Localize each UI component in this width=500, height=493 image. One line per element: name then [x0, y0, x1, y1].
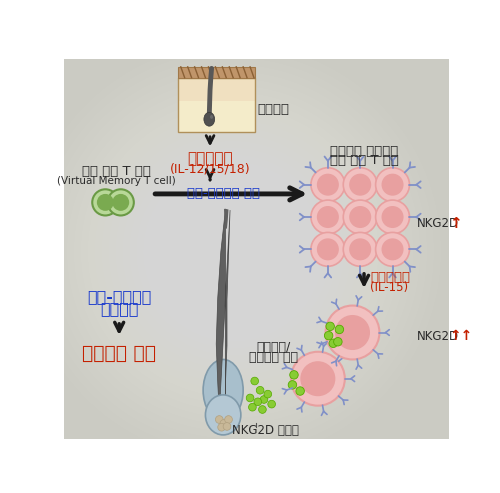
Circle shape: [326, 306, 380, 359]
Polygon shape: [224, 210, 228, 229]
Circle shape: [92, 189, 118, 215]
Text: 가상 기억 T 세포: 가상 기억 T 세포: [82, 165, 150, 178]
Text: 원형탈모 유발: 원형탈모 유발: [82, 344, 156, 363]
Text: ↑: ↑: [450, 215, 462, 231]
Circle shape: [311, 232, 345, 266]
Circle shape: [220, 420, 228, 427]
Circle shape: [376, 232, 410, 266]
Circle shape: [335, 315, 370, 350]
Bar: [178, 101, 254, 132]
Circle shape: [311, 168, 345, 202]
Circle shape: [317, 174, 339, 196]
Text: NKG2D: NKG2D: [417, 216, 460, 230]
Circle shape: [344, 200, 377, 234]
Circle shape: [290, 371, 298, 379]
Text: 세포독성: 세포독성: [100, 301, 138, 316]
Circle shape: [376, 168, 410, 202]
Circle shape: [344, 232, 377, 266]
Text: NKG2D: NKG2D: [417, 330, 460, 343]
Circle shape: [223, 423, 231, 430]
Text: 가상 기억 T 세포: 가상 기억 T 세포: [330, 154, 398, 167]
Circle shape: [296, 387, 304, 395]
Text: 염증물질 분비: 염증물질 분비: [248, 352, 298, 364]
Circle shape: [218, 423, 226, 431]
Text: NKG2D 리간드: NKG2D 리간드: [232, 424, 299, 437]
Text: ↑↑: ↑↑: [450, 329, 473, 343]
Circle shape: [335, 325, 344, 334]
Text: 세포독성/: 세포독성/: [256, 342, 290, 354]
Circle shape: [258, 406, 266, 413]
Circle shape: [317, 206, 339, 228]
Bar: [178, 67, 254, 77]
Circle shape: [264, 390, 272, 398]
Circle shape: [251, 377, 258, 385]
Circle shape: [216, 416, 223, 423]
Text: (IL-12/15/18): (IL-12/15/18): [170, 163, 250, 176]
Text: 사이토카인: 사이토카인: [370, 271, 410, 283]
Circle shape: [334, 338, 342, 346]
Text: 사이토카인: 사이토카인: [187, 151, 233, 166]
Polygon shape: [216, 210, 230, 415]
Circle shape: [382, 238, 404, 260]
Ellipse shape: [210, 115, 213, 119]
Circle shape: [382, 206, 404, 228]
Circle shape: [97, 194, 114, 211]
Text: 모낭세포: 모낭세포: [258, 103, 290, 116]
Ellipse shape: [204, 112, 214, 126]
Circle shape: [108, 189, 134, 215]
Text: 항원-비특이적 자극: 항원-비특이적 자극: [188, 187, 260, 201]
Circle shape: [376, 200, 410, 234]
Text: 활성화된 세포독성: 활성화된 세포독성: [330, 145, 398, 158]
Bar: [178, 77, 254, 132]
Circle shape: [291, 352, 345, 406]
Circle shape: [349, 238, 371, 260]
Circle shape: [344, 168, 377, 202]
Circle shape: [326, 322, 334, 331]
Circle shape: [256, 387, 264, 394]
Circle shape: [329, 339, 338, 348]
Bar: [178, 77, 254, 132]
Text: (IL-15): (IL-15): [370, 282, 408, 294]
Circle shape: [260, 396, 268, 403]
Circle shape: [300, 361, 336, 396]
Circle shape: [268, 400, 276, 408]
Circle shape: [349, 206, 371, 228]
Ellipse shape: [203, 359, 243, 421]
Circle shape: [324, 331, 333, 340]
Circle shape: [382, 174, 404, 196]
Circle shape: [349, 174, 371, 196]
Ellipse shape: [206, 395, 241, 435]
Circle shape: [317, 238, 339, 260]
Circle shape: [288, 381, 296, 389]
Circle shape: [224, 416, 232, 423]
Circle shape: [311, 200, 345, 234]
Circle shape: [254, 398, 262, 406]
Circle shape: [246, 394, 254, 402]
Circle shape: [112, 194, 129, 211]
Circle shape: [248, 403, 256, 411]
Text: 항원-비특이적: 항원-비특이적: [87, 289, 152, 304]
Text: (Virtual Memory T cell): (Virtual Memory T cell): [56, 176, 176, 186]
